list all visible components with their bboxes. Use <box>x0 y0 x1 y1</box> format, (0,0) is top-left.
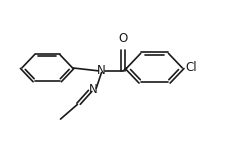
Text: O: O <box>119 32 128 45</box>
Text: N: N <box>97 64 106 77</box>
Text: Cl: Cl <box>185 61 197 74</box>
Text: N: N <box>89 83 97 96</box>
